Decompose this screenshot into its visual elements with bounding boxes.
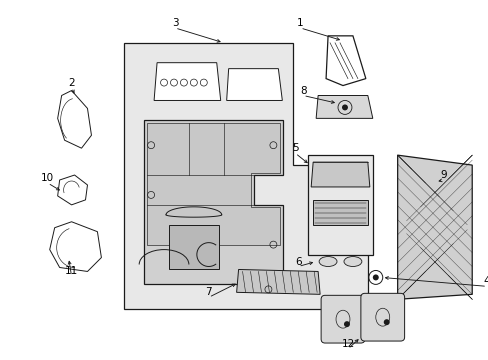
- FancyBboxPatch shape: [321, 295, 364, 343]
- Polygon shape: [169, 225, 218, 270]
- Polygon shape: [58, 175, 87, 205]
- Circle shape: [383, 319, 389, 325]
- Text: 5: 5: [291, 143, 298, 153]
- Text: 8: 8: [299, 86, 306, 95]
- Text: 9: 9: [439, 170, 446, 180]
- Polygon shape: [325, 36, 365, 86]
- Ellipse shape: [343, 257, 361, 266]
- Text: 7: 7: [205, 287, 212, 297]
- Text: 6: 6: [294, 257, 301, 266]
- FancyBboxPatch shape: [360, 293, 404, 341]
- Text: 4: 4: [483, 276, 488, 287]
- Circle shape: [341, 104, 347, 111]
- Text: 10: 10: [41, 173, 54, 183]
- Ellipse shape: [319, 257, 336, 266]
- Polygon shape: [312, 200, 367, 225]
- Polygon shape: [316, 95, 372, 118]
- Polygon shape: [310, 162, 369, 187]
- Polygon shape: [307, 155, 372, 255]
- Polygon shape: [144, 120, 283, 284]
- Polygon shape: [50, 222, 101, 271]
- Circle shape: [343, 321, 349, 327]
- Text: 3: 3: [171, 18, 178, 28]
- Polygon shape: [397, 155, 471, 299]
- Polygon shape: [58, 90, 91, 148]
- Circle shape: [372, 274, 378, 280]
- Polygon shape: [236, 270, 320, 294]
- Polygon shape: [147, 123, 280, 244]
- Text: 11: 11: [65, 266, 78, 276]
- Text: 1: 1: [296, 18, 303, 28]
- Polygon shape: [154, 63, 220, 100]
- Text: 2: 2: [68, 77, 75, 87]
- Text: 12: 12: [341, 339, 354, 349]
- Polygon shape: [226, 69, 282, 100]
- Polygon shape: [124, 43, 367, 309]
